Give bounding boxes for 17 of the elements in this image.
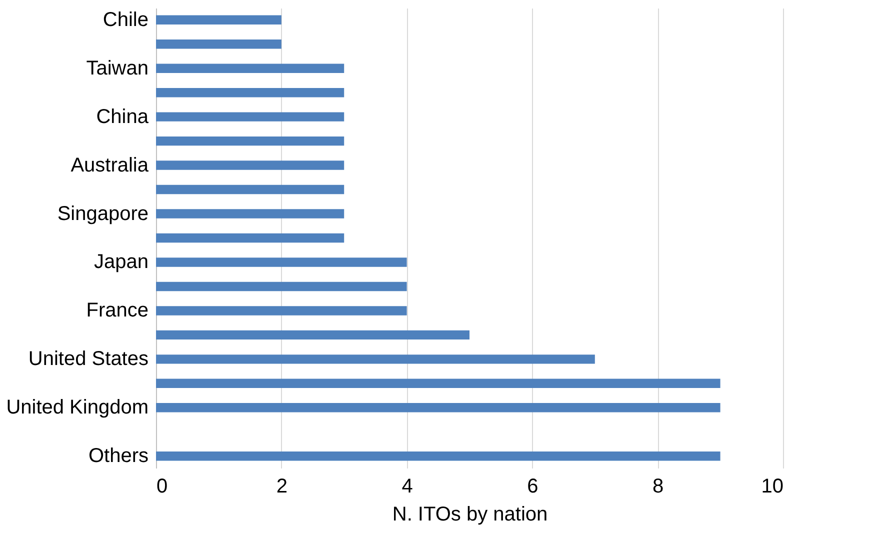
x-tick-label: 4: [402, 476, 413, 498]
x-tick-label: 0: [156, 476, 168, 498]
y-tick-label: United States: [28, 348, 148, 370]
y-tick-label: Chile: [102, 8, 148, 31]
y-tick-label: Others: [88, 445, 148, 468]
y-tick-label: Japan: [94, 251, 148, 274]
y-tick-label: China: [96, 106, 150, 128]
x-tick-label: 6: [527, 476, 538, 498]
y-tick-label: Singapore: [57, 202, 148, 225]
y-tick-label: Australia: [70, 154, 150, 176]
y-tick-label: Taiwan: [86, 57, 148, 80]
y-tick-label: France: [86, 300, 148, 322]
x-axis-title: N. ITOs by nation: [392, 504, 548, 526]
x-tick-label: 10: [761, 476, 784, 498]
x-tick-label: 2: [276, 476, 288, 498]
y-tick-label: United Kingdom: [6, 396, 148, 419]
x-tick-label: 8: [652, 476, 664, 498]
